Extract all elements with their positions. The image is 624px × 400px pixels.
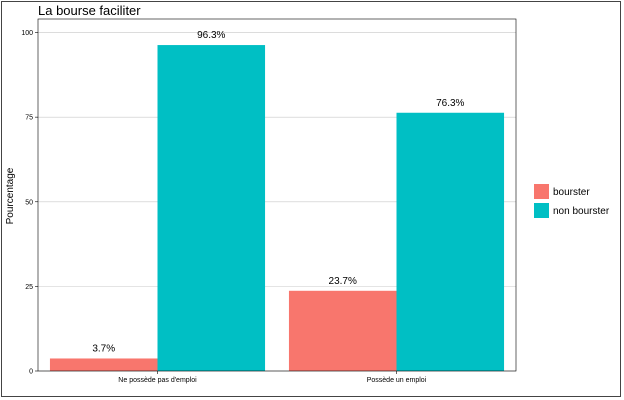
data-label: 3.7%: [92, 343, 115, 354]
y-tick-label: 75: [25, 115, 33, 122]
y-axis: 0 25 50 75 100: [21, 30, 38, 376]
x-tick-label: Ne possède pas d'emploi: [118, 377, 197, 384]
x-axis: Ne possède pas d'emploi Possède un emploi: [118, 371, 427, 384]
bars: [49, 45, 505, 372]
legend: bourster non bourster: [534, 184, 610, 218]
legend-label: bourster: [553, 187, 590, 198]
data-label: 76.3%: [436, 98, 464, 109]
bar: [49, 358, 158, 371]
data-label: 23.7%: [329, 276, 357, 287]
plot-border: [37, 18, 517, 372]
data-labels: 3.7% 96.3% 23.7% 76.3%: [92, 30, 464, 354]
bar: [396, 112, 505, 371]
bar: [288, 290, 397, 371]
x-tick-label: Possède un emploi: [367, 377, 427, 384]
bar: [157, 45, 266, 372]
data-label: 96.3%: [197, 30, 225, 41]
legend-label: non bourster: [553, 206, 610, 217]
y-tick-label: 50: [25, 199, 33, 206]
legend-swatch: [534, 203, 549, 218]
y-tick-label: 25: [25, 284, 33, 291]
y-axis-label: Pourcentage: [5, 167, 16, 224]
y-tick-label: 100: [21, 30, 33, 37]
y-tick-label: 0: [29, 369, 33, 376]
legend-swatch: [534, 184, 549, 199]
chart-title: La bourse faciliter: [38, 3, 141, 18]
